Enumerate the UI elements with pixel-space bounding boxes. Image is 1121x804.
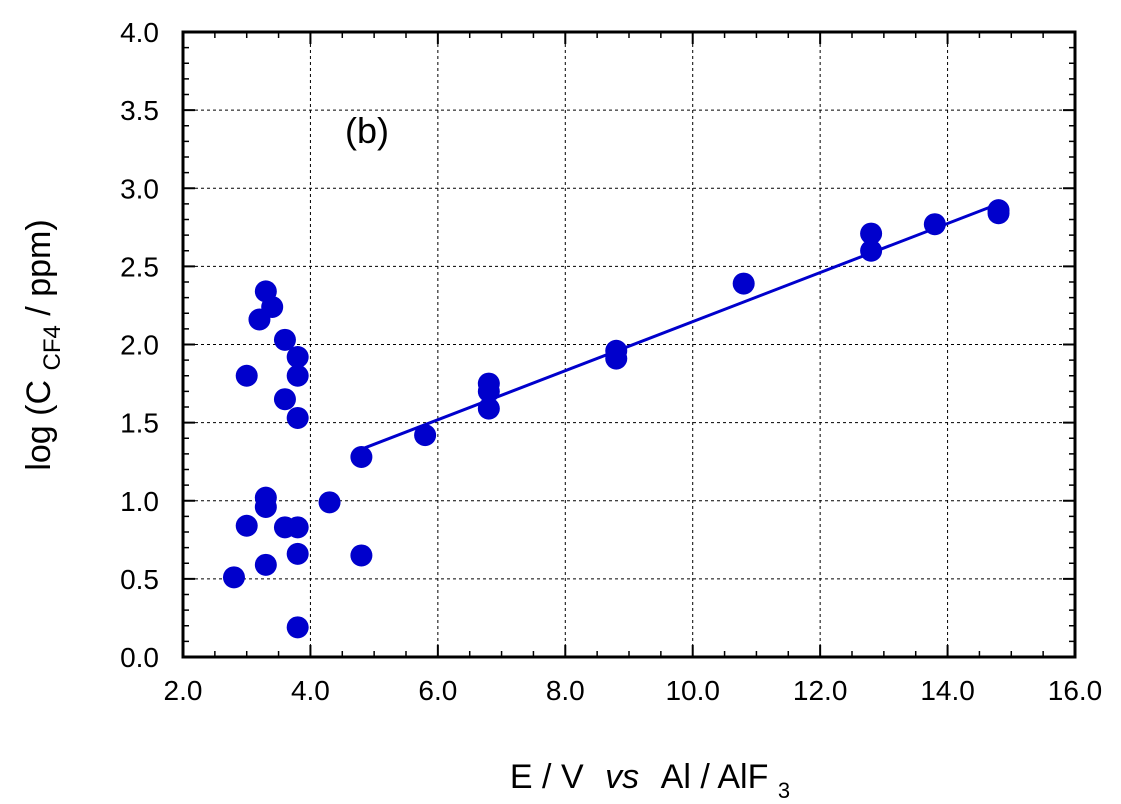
plot-frame bbox=[181, 30, 1077, 659]
data-point bbox=[286, 542, 309, 565]
y-axis-label-suffix: / ppm) bbox=[20, 219, 58, 315]
x-tick-label: 4.0 bbox=[291, 675, 330, 706]
x-tick-label: 6.0 bbox=[418, 675, 457, 706]
data-point bbox=[987, 202, 1010, 225]
data-point bbox=[350, 446, 373, 468]
y-tick-label: 3.0 bbox=[120, 173, 159, 204]
data-point bbox=[286, 364, 309, 387]
data-point bbox=[477, 380, 500, 403]
fit-line-group bbox=[360, 202, 1000, 451]
y-tick-label: 4.0 bbox=[120, 17, 159, 48]
x-tick-label: 8.0 bbox=[546, 675, 585, 706]
data-point bbox=[261, 296, 284, 318]
y-axis-label: log (C CF4 / ppm) bbox=[20, 219, 68, 470]
y-axis-label-subscript: CF4 bbox=[39, 325, 66, 370]
data-point bbox=[318, 491, 341, 514]
y-tick-label: 1.0 bbox=[120, 486, 159, 517]
x-tick-label: 2.0 bbox=[164, 675, 203, 706]
x-axis-label: E / V vs Al / AlF 3 bbox=[510, 758, 790, 803]
data-point bbox=[222, 566, 245, 589]
data-point bbox=[254, 496, 277, 518]
x-tick-label: 10.0 bbox=[665, 675, 720, 706]
panel-annotation: (b) bbox=[345, 110, 389, 151]
data-point bbox=[286, 516, 309, 539]
x-axis-label-italic: vs bbox=[605, 758, 639, 796]
x-tick-label: 14.0 bbox=[920, 675, 975, 706]
data-point bbox=[732, 272, 755, 295]
data-point bbox=[605, 347, 628, 370]
y-tick-label: 2.5 bbox=[120, 251, 159, 282]
y-tick-label: 3.5 bbox=[120, 95, 159, 126]
y-tick-label: 1.5 bbox=[120, 408, 159, 439]
data-point bbox=[923, 213, 946, 236]
x-axis-label-rest: Al / AlF bbox=[661, 758, 769, 796]
y-tick-label: 2.0 bbox=[120, 330, 159, 361]
data-points bbox=[222, 199, 1010, 639]
data-point bbox=[254, 553, 277, 576]
data-point bbox=[235, 364, 258, 387]
data-point bbox=[273, 388, 296, 411]
data-point bbox=[235, 514, 258, 537]
data-point bbox=[414, 424, 437, 447]
data-point bbox=[286, 346, 309, 368]
data-point bbox=[286, 616, 309, 639]
data-point bbox=[860, 239, 883, 262]
y-tick-label: 0.0 bbox=[120, 642, 159, 673]
data-point bbox=[286, 406, 309, 429]
y-tick-label: 0.5 bbox=[120, 564, 159, 595]
grid bbox=[183, 32, 1075, 657]
data-point bbox=[860, 222, 883, 245]
data-point bbox=[477, 397, 500, 420]
fit-line bbox=[360, 202, 1000, 451]
y-axis-label-prefix: log (C bbox=[20, 380, 58, 471]
data-point bbox=[273, 328, 296, 351]
x-tick-label: 16.0 bbox=[1048, 675, 1103, 706]
x-axis-label-subscript: 3 bbox=[778, 778, 790, 803]
data-point bbox=[350, 544, 373, 567]
x-tick-label: 12.0 bbox=[793, 675, 848, 706]
tick-labels: 2.0 4.0 6.0 8.0 10.0 12.0 14.0 16.0 0.0 0.5 1.0 1.5… bbox=[120, 17, 1102, 706]
x-axis-label-base: E / V bbox=[510, 758, 584, 796]
